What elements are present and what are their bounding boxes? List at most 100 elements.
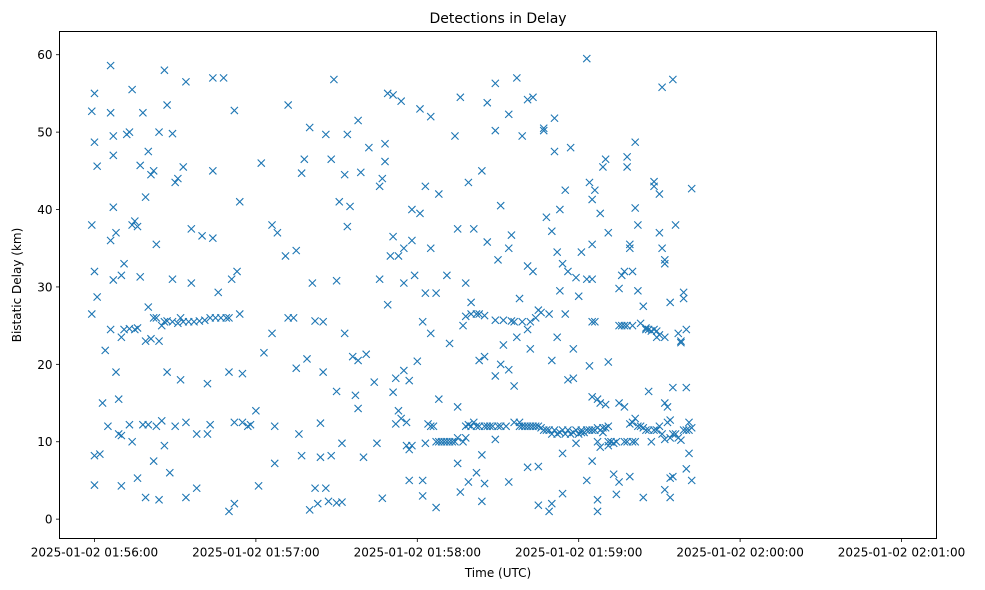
data-point	[155, 337, 164, 346]
data-point	[504, 478, 513, 486]
data-point	[152, 313, 161, 322]
data-point	[155, 495, 164, 504]
data-point	[203, 430, 212, 438]
data-point	[208, 166, 217, 175]
data-point	[456, 93, 465, 102]
data-point	[300, 155, 309, 164]
data-point	[179, 162, 188, 171]
data-point	[238, 418, 247, 427]
data-point	[504, 365, 513, 374]
y-tick-label: 40	[37, 203, 52, 217]
data-point	[537, 308, 546, 317]
data-point	[109, 151, 118, 160]
data-point	[421, 289, 430, 298]
data-point	[483, 238, 492, 247]
data-point	[494, 255, 502, 264]
data-point	[615, 478, 624, 486]
data-point	[381, 139, 390, 148]
data-point	[426, 329, 435, 338]
data-point	[666, 433, 675, 442]
data-point	[149, 313, 158, 322]
data-point	[203, 379, 212, 388]
data-point	[528, 267, 537, 276]
x-tick-label: 2025-01-02 01:58:00	[354, 546, 481, 560]
data-point	[337, 439, 346, 448]
data-point	[364, 143, 373, 152]
data-point	[90, 138, 99, 147]
data-point	[109, 275, 118, 284]
data-point	[660, 259, 669, 268]
data-point	[187, 224, 196, 233]
data-point	[563, 426, 572, 435]
data-point	[593, 507, 602, 516]
x-tick-label: 2025-01-02 02:00:00	[676, 546, 803, 560]
data-point	[227, 275, 236, 284]
data-point	[429, 422, 438, 431]
data-point	[305, 123, 314, 132]
data-point	[539, 124, 548, 133]
data-point	[103, 422, 112, 431]
data-point	[340, 170, 349, 179]
data-point	[415, 104, 424, 113]
data-point	[219, 73, 228, 82]
data-point	[515, 418, 524, 427]
data-point	[687, 423, 696, 432]
data-point	[658, 430, 667, 438]
data-point	[90, 89, 99, 98]
data-point	[383, 300, 392, 309]
data-point	[526, 317, 535, 326]
data-point	[558, 259, 567, 268]
data-point	[558, 449, 567, 458]
data-point	[359, 453, 368, 462]
data-point	[133, 474, 142, 483]
data-point	[563, 375, 572, 384]
data-point	[426, 112, 435, 121]
data-point	[601, 155, 610, 164]
data-point	[485, 422, 494, 431]
data-point	[230, 106, 239, 115]
data-point	[555, 286, 564, 295]
y-tick-label: 60	[37, 48, 52, 62]
data-point	[375, 182, 384, 191]
data-point	[475, 310, 484, 319]
data-point	[208, 73, 217, 82]
data-point	[268, 221, 277, 229]
data-point	[230, 499, 239, 508]
data-point	[550, 426, 559, 435]
data-point	[604, 228, 613, 237]
data-point	[593, 437, 602, 446]
data-point	[585, 361, 594, 370]
data-point	[346, 202, 355, 211]
data-point	[268, 329, 277, 338]
data-point	[133, 323, 142, 332]
data-point	[461, 312, 470, 321]
data-point	[620, 402, 629, 411]
data-point	[660, 333, 669, 342]
data-point	[588, 195, 597, 204]
data-point	[176, 313, 185, 322]
data-point	[106, 108, 115, 117]
data-point	[407, 236, 416, 245]
data-point	[464, 478, 473, 486]
data-point	[112, 228, 120, 237]
data-point	[93, 162, 102, 171]
data-point	[453, 224, 462, 233]
data-point	[453, 459, 462, 468]
data-point	[378, 174, 387, 183]
data-point	[631, 203, 640, 212]
data-point	[426, 244, 435, 253]
data-point	[655, 422, 664, 431]
data-point	[668, 383, 677, 392]
data-point	[136, 161, 145, 170]
data-point	[555, 205, 564, 214]
data-point	[563, 267, 572, 276]
data-point	[510, 317, 519, 326]
data-point	[598, 423, 607, 432]
data-point	[590, 186, 599, 195]
data-point	[316, 453, 325, 462]
data-point	[561, 310, 570, 319]
data-point	[507, 317, 516, 325]
data-point	[316, 419, 325, 428]
data-point	[144, 147, 153, 156]
data-point	[628, 321, 637, 330]
